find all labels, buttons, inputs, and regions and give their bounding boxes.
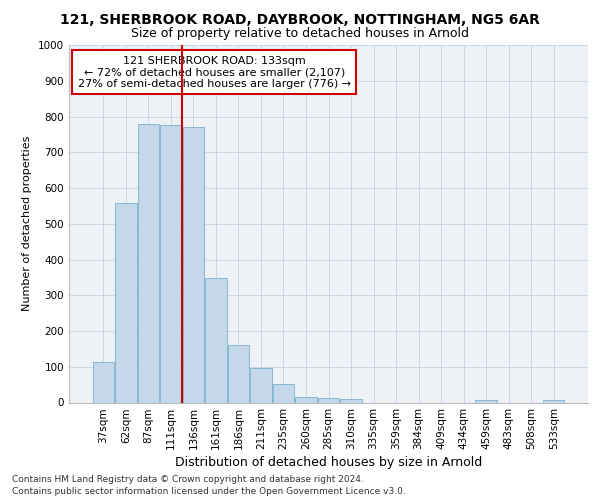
Text: 121, SHERBROOK ROAD, DAYBROOK, NOTTINGHAM, NG5 6AR: 121, SHERBROOK ROAD, DAYBROOK, NOTTINGHA… — [60, 12, 540, 26]
Text: Size of property relative to detached houses in Arnold: Size of property relative to detached ho… — [131, 28, 469, 40]
Bar — [115, 204, 137, 402]
Bar — [160, 126, 182, 402]
Bar — [182, 127, 204, 402]
Bar — [205, 278, 227, 402]
Text: 121 SHERBROOK ROAD: 133sqm
← 72% of detached houses are smaller (2,107)
27% of s: 121 SHERBROOK ROAD: 133sqm ← 72% of deta… — [78, 56, 351, 89]
Bar — [475, 400, 497, 402]
Y-axis label: Number of detached properties: Number of detached properties — [22, 136, 32, 312]
Bar — [340, 399, 362, 402]
Bar — [273, 384, 294, 402]
Text: Contains public sector information licensed under the Open Government Licence v3: Contains public sector information licen… — [12, 488, 406, 496]
Bar — [92, 362, 114, 403]
Bar — [543, 400, 565, 402]
Bar — [318, 398, 339, 402]
Text: Contains HM Land Registry data © Crown copyright and database right 2024.: Contains HM Land Registry data © Crown c… — [12, 475, 364, 484]
Bar — [137, 124, 159, 402]
Bar — [228, 344, 249, 403]
X-axis label: Distribution of detached houses by size in Arnold: Distribution of detached houses by size … — [175, 456, 482, 469]
Bar — [250, 368, 272, 402]
Bar — [295, 397, 317, 402]
